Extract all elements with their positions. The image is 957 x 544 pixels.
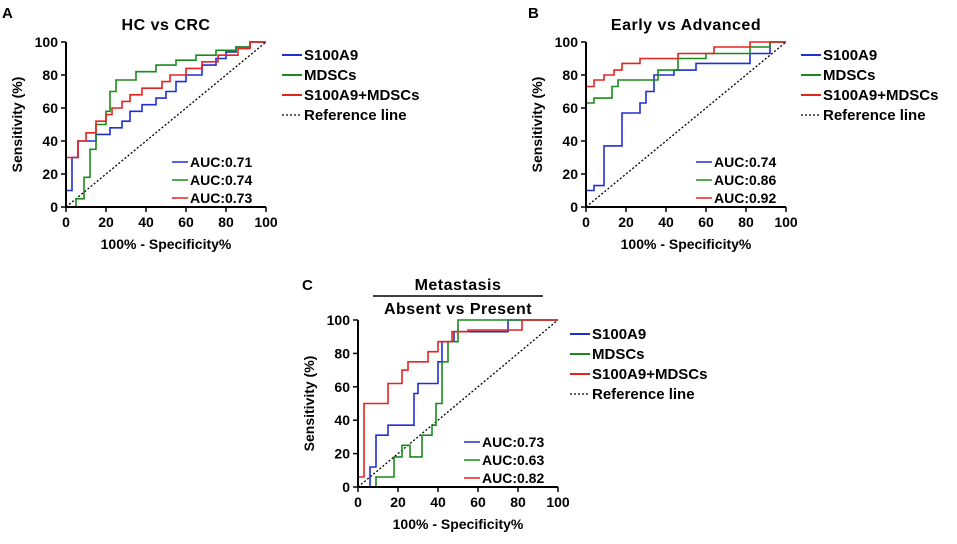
roc-curve-combined bbox=[65, 41, 266, 207]
x-tick-label: 20 bbox=[98, 214, 114, 230]
y-tick-label: 60 bbox=[562, 100, 578, 116]
x-axis-label: 100% - Specificity% bbox=[101, 236, 232, 252]
x-tick-label: 100 bbox=[546, 494, 570, 510]
x-tick-label: 80 bbox=[510, 494, 526, 510]
y-tick-label: 80 bbox=[42, 67, 58, 83]
roc-chart-panel-b: Early vs Advanced 0 20 40 60 80 100 0 20 40 60 80 10… bbox=[529, 17, 938, 252]
panel-label-c: C bbox=[302, 277, 313, 294]
legend-label: S100A9 bbox=[592, 326, 646, 343]
y-tick-label: 20 bbox=[562, 166, 578, 182]
x-tick-label: 20 bbox=[390, 494, 406, 510]
roc-curve-combined bbox=[585, 41, 786, 207]
legend-label: S100A9+MDSCs bbox=[592, 366, 707, 383]
roc-chart-panel-a: HC vs CRC 0 20 40 60 80 100 0 20 40 60 80 100 100% - … bbox=[9, 17, 419, 252]
roc-curve-s100a9 bbox=[358, 319, 558, 488]
chart-title: Early vs Advanced bbox=[611, 17, 761, 34]
chart-title: HC vs CRC bbox=[122, 17, 211, 34]
chart-title-line-1: Metastasis bbox=[415, 277, 502, 294]
x-tick-label: 60 bbox=[470, 494, 486, 510]
legend-label: Reference line bbox=[823, 107, 926, 124]
y-tick-label: 0 bbox=[342, 479, 350, 495]
y-tick-label: 60 bbox=[334, 379, 350, 395]
roc-curve-combined bbox=[357, 319, 558, 487]
y-tick-label: 20 bbox=[334, 446, 350, 462]
auc-label: AUC:0.73 bbox=[190, 190, 252, 206]
roc-curve-s100a9 bbox=[65, 41, 266, 207]
x-tick-label: 80 bbox=[218, 214, 234, 230]
roc-curve-s100a9 bbox=[585, 41, 786, 207]
auc-label: AUC:0.74 bbox=[190, 172, 252, 188]
roc-chart-panel-c: Metastasis Absent vs Present 0 20 40 60 80 100 0… bbox=[301, 277, 707, 532]
y-tick-label: 40 bbox=[562, 133, 578, 149]
y-axis-label: Sensitivity (%) bbox=[9, 77, 25, 173]
x-tick-label: 80 bbox=[738, 214, 754, 230]
auc-label: AUC:0.92 bbox=[714, 190, 776, 206]
x-tick-label: 40 bbox=[430, 494, 446, 510]
x-axis-label: 100% - Specificity% bbox=[393, 516, 524, 532]
y-tick-label: 0 bbox=[50, 199, 58, 215]
x-tick-label: 20 bbox=[618, 214, 634, 230]
auc-label: AUC:0.82 bbox=[482, 470, 544, 486]
x-tick-label: 0 bbox=[62, 214, 70, 230]
y-tick-label: 80 bbox=[562, 67, 578, 83]
y-tick-label: 0 bbox=[570, 199, 578, 215]
x-tick-label: 0 bbox=[354, 494, 362, 510]
reference-line bbox=[65, 41, 267, 208]
y-tick-label: 100 bbox=[555, 34, 579, 50]
x-tick-label: 0 bbox=[582, 214, 590, 230]
legend-label: MDSCs bbox=[304, 67, 357, 84]
auc-label: AUC:0.74 bbox=[714, 154, 776, 170]
y-tick-label: 60 bbox=[42, 100, 58, 116]
legend-label: S100A9+MDSCs bbox=[823, 87, 938, 104]
legend-label: S100A9+MDSCs bbox=[304, 87, 419, 104]
y-axis-label: Sensitivity (%) bbox=[301, 356, 317, 452]
x-tick-label: 100 bbox=[774, 214, 798, 230]
auc-label: AUC:0.73 bbox=[482, 434, 544, 450]
auc-label: AUC:0.86 bbox=[714, 172, 776, 188]
y-axis-label: Sensitivity (%) bbox=[529, 77, 545, 173]
panel-label-b: B bbox=[528, 5, 539, 22]
legend-label: S100A9 bbox=[823, 47, 877, 64]
reference-line bbox=[357, 319, 559, 488]
y-tick-label: 20 bbox=[42, 166, 58, 182]
legend-label: MDSCs bbox=[592, 346, 645, 363]
legend-label: Reference line bbox=[304, 107, 407, 124]
auc-label: AUC:0.71 bbox=[190, 154, 252, 170]
y-tick-label: 100 bbox=[35, 34, 59, 50]
legend-label: MDSCs bbox=[823, 67, 876, 84]
y-tick-label: 100 bbox=[327, 312, 351, 328]
y-tick-label: 80 bbox=[334, 345, 350, 361]
roc-curve-mdscs bbox=[358, 319, 558, 488]
legend-label: S100A9 bbox=[304, 47, 358, 64]
legend-label: Reference line bbox=[592, 386, 695, 403]
panel-label-a: A bbox=[2, 5, 13, 22]
y-tick-label: 40 bbox=[42, 133, 58, 149]
x-tick-label: 100 bbox=[254, 214, 278, 230]
roc-curve-mdscs bbox=[66, 41, 266, 208]
x-tick-label: 60 bbox=[698, 214, 714, 230]
x-axis-label: 100% - Specificity% bbox=[621, 236, 752, 252]
reference-line bbox=[585, 41, 787, 208]
auc-label: AUC:0.63 bbox=[482, 452, 544, 468]
chart-title-line-2: Absent vs Present bbox=[384, 301, 532, 318]
x-tick-label: 40 bbox=[138, 214, 154, 230]
x-tick-label: 40 bbox=[658, 214, 674, 230]
x-tick-label: 60 bbox=[178, 214, 194, 230]
y-tick-label: 40 bbox=[334, 412, 350, 428]
